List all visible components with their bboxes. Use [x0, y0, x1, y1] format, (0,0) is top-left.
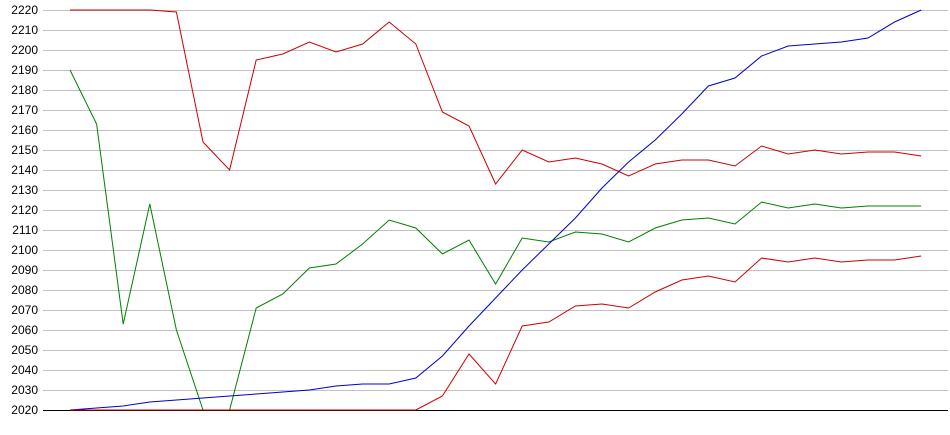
- y-tick-label: 2120: [11, 203, 38, 217]
- y-tick-label: 2140: [11, 163, 38, 177]
- series-line-2: [69, 69, 922, 411]
- y-tick-label: 2160: [11, 123, 38, 137]
- y-tick-label: 2060: [11, 323, 38, 337]
- y-tick-label: 2220: [11, 3, 38, 17]
- y-tick-label: 2020: [11, 403, 38, 417]
- series-line-3: [69, 9, 922, 411]
- y-tick-label: 2110: [12, 223, 38, 237]
- y-tick-label: 2200: [11, 43, 38, 57]
- y-tick-label: 2050: [11, 343, 38, 357]
- y-tick-label: 2100: [11, 243, 38, 257]
- y-tick-label: 2070: [11, 303, 38, 317]
- y-tick-labels: 2020 2030 2040 2050 2060 2070 2080 2090 2100 2110…: [11, 3, 38, 417]
- y-tick-label: 2090: [11, 263, 38, 277]
- series-layer: [69, 9, 922, 411]
- y-tick-label: 2170: [11, 103, 38, 117]
- y-tick-label: 2040: [11, 363, 38, 377]
- y-tick-label: 2210: [11, 23, 38, 37]
- y-tick-label: 2130: [11, 183, 38, 197]
- y-tick-label: 2150: [11, 143, 38, 157]
- series-line-1: [70, 9, 922, 185]
- y-tick-label: 2180: [11, 83, 38, 97]
- y-tick-label: 2190: [11, 63, 38, 77]
- grid-layer: [43, 10, 948, 411]
- y-tick-label: 2080: [11, 283, 38, 297]
- series-line-4: [70, 255, 922, 411]
- y-tick-label: 2030: [11, 383, 38, 397]
